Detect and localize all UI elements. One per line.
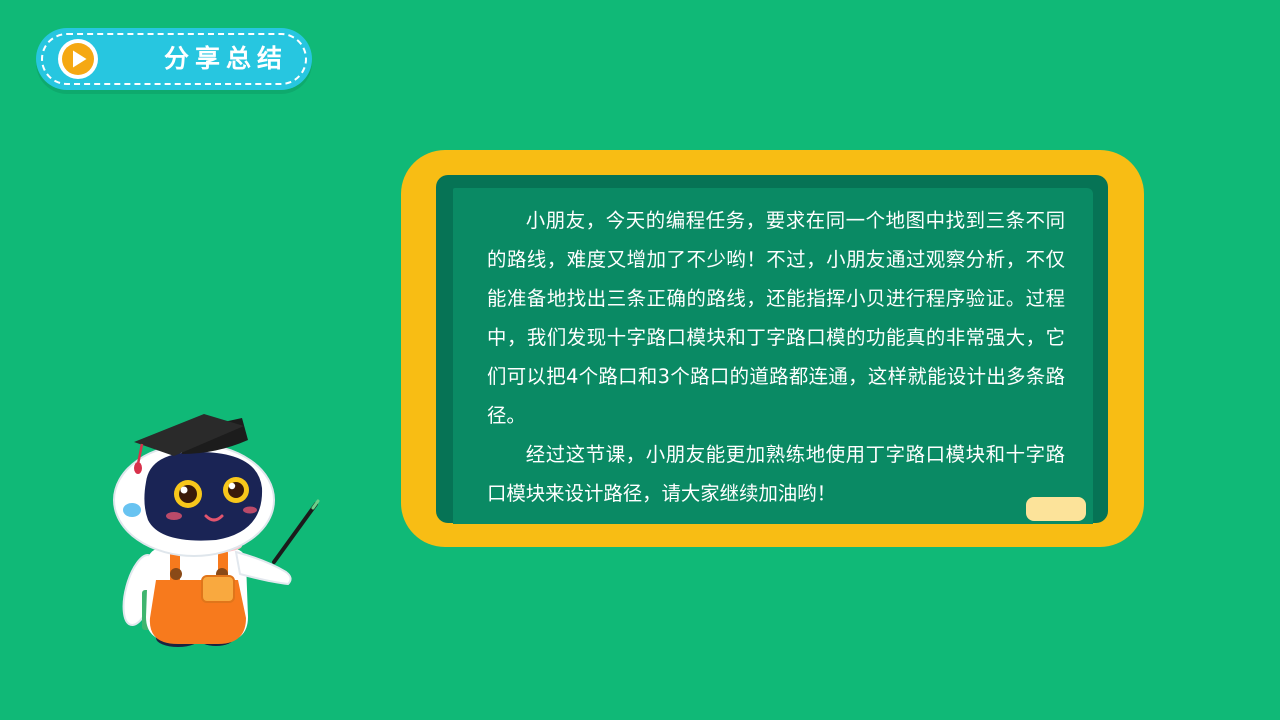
summary-paragraph: 小朋友，今天的编程任务，要求在同一个地图中找到三条不同的路线，难度又增加了不少哟…	[487, 209, 1065, 427]
robot-mascot-illustration	[98, 412, 330, 660]
chalk-piece	[1026, 497, 1086, 521]
summary-paragraph: 经过这节课，小朋友能更加熟练地使用丁字路口模块和十字路口模块来设计路径，请大家继…	[487, 443, 1065, 505]
chalkboard-surface	[453, 188, 1093, 524]
play-icon	[57, 38, 99, 80]
dashed-border	[41, 33, 307, 85]
summary-text: 小朋友，今天的编程任务，要求在同一个地图中找到三条不同的路线，难度又增加了不少哟…	[487, 201, 1065, 513]
section-title-badge: 分享总结	[36, 28, 312, 90]
section-title: 分享总结	[164, 44, 289, 73]
